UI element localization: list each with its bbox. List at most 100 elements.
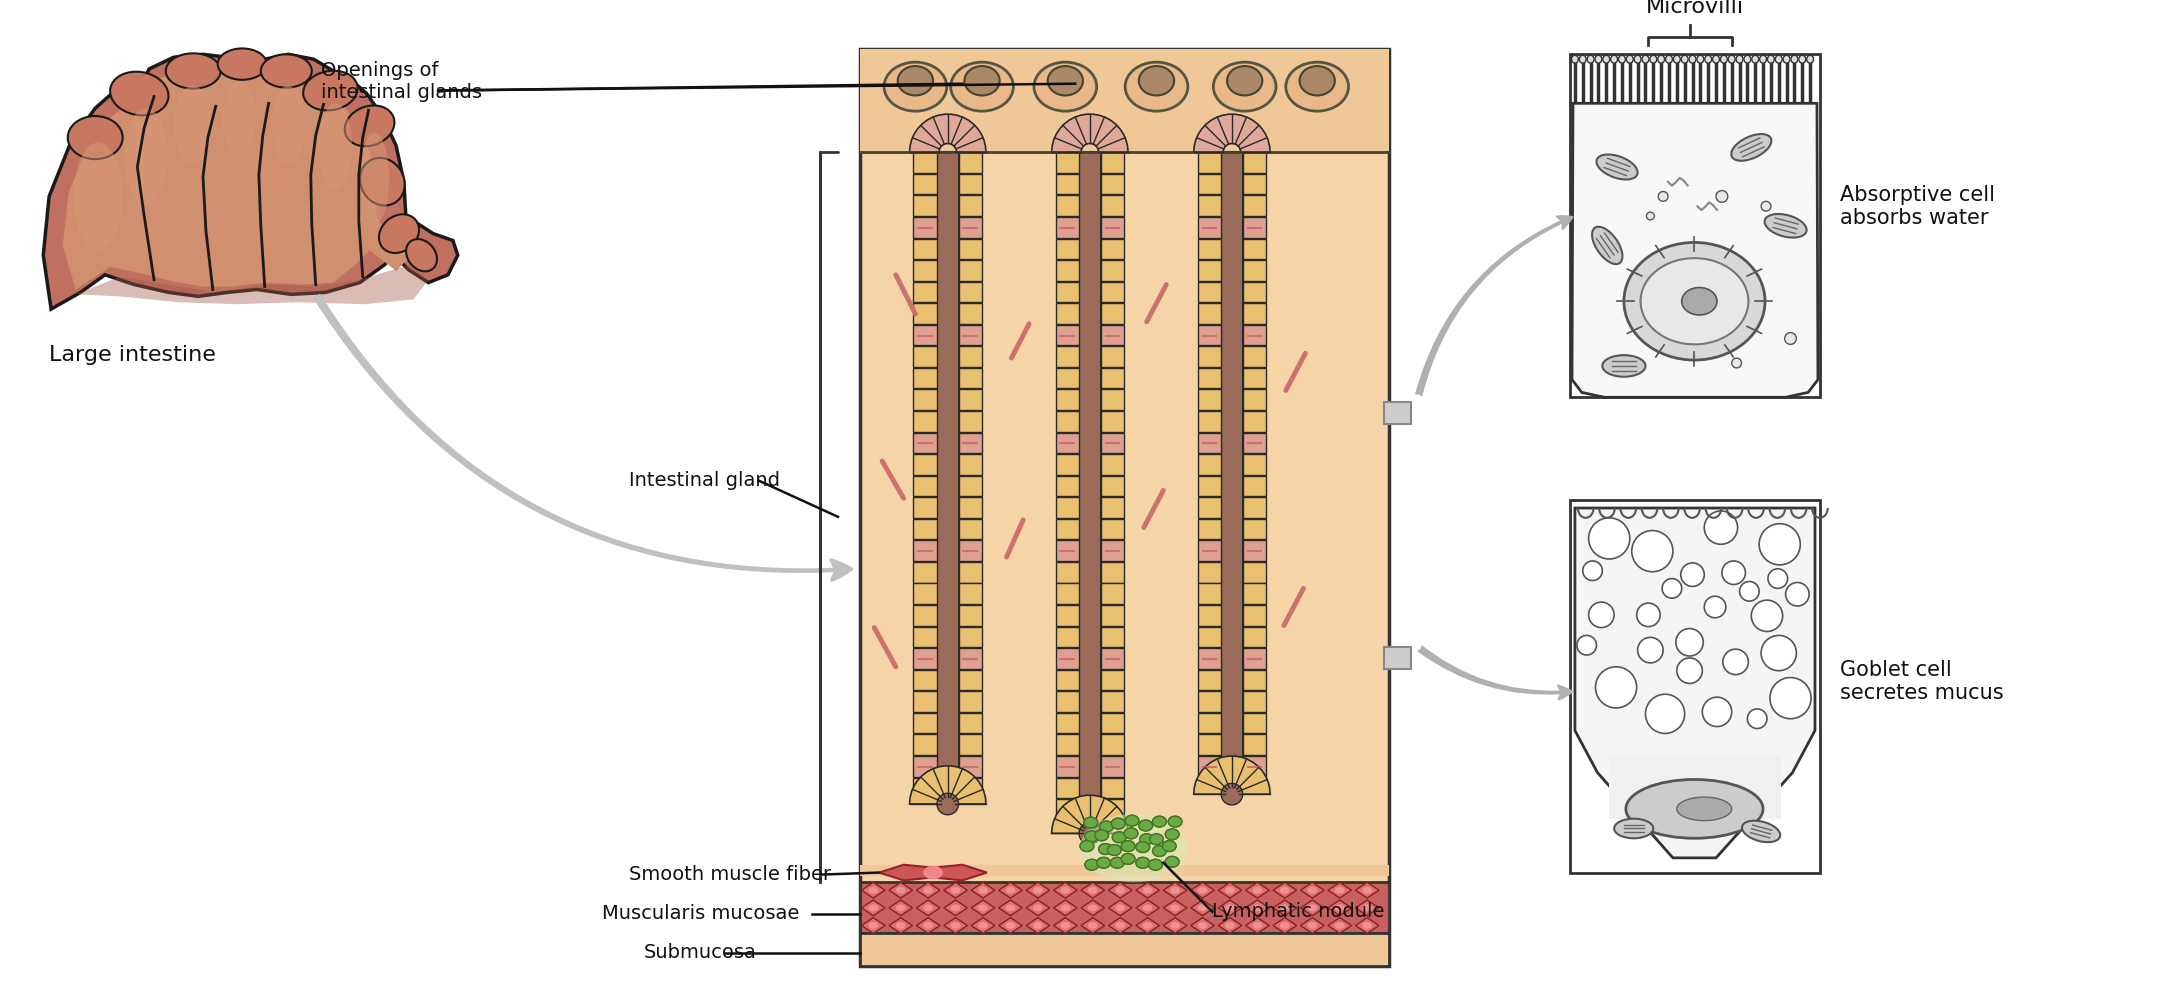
Bar	[959, 735, 982, 754]
Bar	[1056, 692, 1080, 712]
Bar	[1101, 303, 1123, 323]
Bar	[913, 454, 937, 475]
Ellipse shape	[1225, 904, 1236, 911]
Bar	[1101, 389, 1123, 410]
Polygon shape	[1575, 508, 1816, 858]
Polygon shape	[1329, 900, 1352, 916]
Ellipse shape	[1214, 62, 1277, 111]
Ellipse shape	[1720, 55, 1727, 63]
Text: Intestinal gland: Intestinal gland	[630, 471, 781, 490]
Bar	[959, 303, 982, 323]
Ellipse shape	[167, 53, 221, 89]
Bar	[1220, 153, 1242, 794]
Ellipse shape	[1171, 922, 1179, 929]
Bar	[1197, 281, 1220, 302]
Bar	[1056, 584, 1080, 604]
Ellipse shape	[1162, 840, 1175, 851]
Circle shape	[1723, 561, 1746, 585]
Ellipse shape	[1084, 859, 1099, 870]
Bar	[959, 239, 982, 259]
Bar	[1056, 540, 1080, 561]
Ellipse shape	[1625, 779, 1764, 838]
Bar	[1610, 754, 1781, 818]
Bar	[913, 217, 937, 238]
Ellipse shape	[1099, 843, 1112, 854]
Ellipse shape	[1666, 55, 1673, 63]
Polygon shape	[909, 765, 987, 804]
Ellipse shape	[1162, 840, 1175, 851]
Bar	[1197, 648, 1220, 669]
Circle shape	[1588, 602, 1614, 628]
Circle shape	[1761, 202, 1770, 212]
Ellipse shape	[1060, 922, 1071, 929]
Bar	[1571, 500, 1820, 872]
Bar	[913, 519, 937, 539]
Bar	[1101, 153, 1123, 173]
Bar	[959, 562, 982, 583]
Bar	[1197, 324, 1220, 345]
Ellipse shape	[1169, 816, 1182, 827]
Bar	[1242, 368, 1266, 388]
Bar	[959, 217, 982, 238]
Ellipse shape	[868, 922, 879, 929]
Ellipse shape	[1586, 55, 1595, 63]
Polygon shape	[972, 900, 995, 916]
Polygon shape	[1026, 900, 1050, 916]
Ellipse shape	[407, 240, 437, 271]
Bar	[913, 648, 937, 669]
Ellipse shape	[1153, 845, 1166, 856]
Ellipse shape	[1138, 66, 1175, 96]
Polygon shape	[944, 900, 967, 916]
Ellipse shape	[1798, 55, 1805, 63]
Ellipse shape	[1088, 922, 1097, 929]
Ellipse shape	[1136, 841, 1149, 852]
Ellipse shape	[1301, 66, 1335, 96]
Bar	[1197, 692, 1220, 712]
Ellipse shape	[898, 66, 933, 96]
Bar	[1101, 648, 1123, 669]
Bar	[1197, 519, 1220, 539]
Bar	[913, 562, 937, 583]
Ellipse shape	[1006, 904, 1015, 911]
Circle shape	[1768, 569, 1787, 589]
Bar	[1101, 540, 1123, 561]
Text: Openings of
intestinal glands: Openings of intestinal glands	[320, 61, 483, 102]
Circle shape	[1595, 667, 1636, 708]
Ellipse shape	[318, 104, 353, 190]
Bar	[1242, 239, 1266, 259]
Bar	[913, 260, 937, 280]
Circle shape	[1761, 636, 1796, 671]
Polygon shape	[1054, 900, 1078, 916]
Ellipse shape	[223, 82, 255, 155]
Bar	[959, 648, 982, 669]
Polygon shape	[1301, 917, 1324, 933]
Ellipse shape	[1307, 922, 1318, 929]
Bar	[1242, 303, 1266, 323]
Ellipse shape	[978, 904, 989, 911]
Bar	[1242, 346, 1266, 367]
Bar	[1101, 346, 1123, 367]
Circle shape	[1716, 191, 1727, 203]
Polygon shape	[1272, 917, 1296, 933]
Ellipse shape	[1136, 841, 1149, 852]
Polygon shape	[944, 917, 967, 933]
Polygon shape	[1052, 114, 1127, 153]
Ellipse shape	[896, 887, 905, 893]
Ellipse shape	[1080, 840, 1093, 851]
Bar	[1197, 260, 1220, 280]
Bar	[959, 755, 982, 776]
Bar	[1101, 368, 1123, 388]
Bar	[1197, 174, 1220, 195]
Bar	[913, 713, 937, 734]
Ellipse shape	[359, 133, 390, 225]
Bar	[1242, 540, 1266, 561]
Ellipse shape	[1640, 258, 1749, 344]
Ellipse shape	[896, 904, 905, 911]
Bar	[1080, 153, 1101, 833]
Bar	[913, 584, 937, 604]
Polygon shape	[43, 54, 459, 309]
Polygon shape	[909, 114, 987, 153]
Bar	[1197, 239, 1220, 259]
Ellipse shape	[1697, 55, 1703, 63]
Polygon shape	[1218, 917, 1242, 933]
